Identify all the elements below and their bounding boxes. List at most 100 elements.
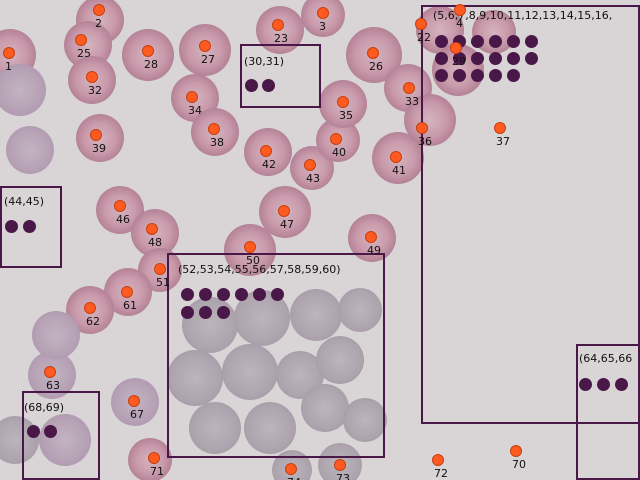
cluster-member-dot: [199, 288, 212, 301]
cluster-member-dot: [199, 306, 212, 319]
cluster-member-dot: [217, 306, 230, 319]
cell-marker: [93, 4, 105, 16]
cell-marker: [148, 452, 160, 464]
cluster-member-dot: [262, 79, 275, 92]
cluster-box-label: (52,53,54,55,56,57,58,59,60): [178, 263, 341, 276]
cell-marker-label: 3: [319, 20, 326, 33]
cell-marker-label: 23: [274, 32, 288, 45]
cluster-member-dot: [453, 69, 466, 82]
blood-cell: [244, 402, 296, 454]
cluster-member-dot: [615, 378, 628, 391]
cell-marker: [272, 19, 284, 31]
cluster-box: [240, 44, 321, 108]
cell-marker: [244, 241, 256, 253]
cell-marker: [304, 159, 316, 171]
cell-marker: [403, 82, 415, 94]
cell-marker: [278, 205, 290, 217]
cluster-member-dot: [44, 425, 57, 438]
blood-cell: [316, 336, 364, 384]
cell-marker-label: 25: [77, 47, 91, 60]
cluster-member-dot: [489, 52, 502, 65]
cell-marker-label: 34: [188, 104, 202, 117]
cell-marker: [86, 71, 98, 83]
cell-marker-label: 50: [246, 254, 260, 267]
cell-marker: [90, 129, 102, 141]
cell-marker-label: 36: [418, 135, 432, 148]
cluster-member-dot: [489, 35, 502, 48]
cell-marker-label: 2: [95, 17, 102, 30]
cluster-member-dot: [471, 69, 484, 82]
cell-marker: [390, 151, 402, 163]
cluster-member-dot: [471, 52, 484, 65]
cell-marker-label: 62: [86, 315, 100, 328]
cell-marker-label: 26: [369, 60, 383, 73]
cell-marker: [75, 34, 87, 46]
cell-marker: [337, 96, 349, 108]
cluster-member-dot: [245, 79, 258, 92]
cluster-member-dot: [217, 288, 230, 301]
cell-marker: [3, 47, 15, 59]
cluster-member-dot: [253, 288, 266, 301]
cluster-box-label: (44,45): [4, 195, 45, 208]
cell-marker-label: 74: [287, 477, 301, 480]
cell-marker: [454, 4, 466, 16]
cell-marker: [365, 231, 377, 243]
cell-marker-label: 39: [92, 142, 106, 155]
cell-marker-label: 63: [46, 379, 60, 392]
cell-marker: [510, 445, 522, 457]
cell-marker: [114, 200, 126, 212]
cell-marker-label: 42: [262, 158, 276, 171]
cell-marker-label: 37: [496, 135, 510, 148]
cell-marker: [154, 263, 166, 275]
cluster-member-dot: [525, 35, 538, 48]
cell-marker: [186, 91, 198, 103]
cell-marker-label: 43: [306, 172, 320, 185]
cluster-member-dot: [271, 288, 284, 301]
cluster-member-dot: [471, 35, 484, 48]
cell-marker: [367, 47, 379, 59]
cluster-box: [421, 5, 640, 424]
blood-cell: [6, 126, 54, 174]
blood-cell: [39, 414, 91, 466]
cell-marker-label: 4: [456, 17, 463, 30]
cell-marker-label: 1: [5, 60, 12, 73]
blood-cell: [0, 416, 39, 464]
cell-marker-label: 49: [367, 244, 381, 257]
cluster-member-dot: [507, 69, 520, 82]
cluster-box: [167, 253, 385, 458]
cell-marker-label: 72: [434, 467, 448, 480]
cell-marker-label: 51: [156, 276, 170, 289]
cluster-box-label: (5,6,7,8,9,10,11,12,13,14,15,16,: [433, 9, 613, 22]
cluster-member-dot: [435, 52, 448, 65]
cell-marker: [416, 122, 428, 134]
cell-marker-label: 47: [280, 218, 294, 231]
blood-cell: [301, 384, 349, 432]
cluster-box-label: (64,65,66: [579, 352, 633, 365]
cell-marker: [260, 145, 272, 157]
cluster-member-dot: [597, 378, 610, 391]
cluster-member-dot: [507, 52, 520, 65]
cell-marker: [330, 133, 342, 145]
cell-marker-label: 48: [148, 236, 162, 249]
cell-marker: [142, 45, 154, 57]
cluster-member-dot: [489, 69, 502, 82]
cell-marker-label: 46: [116, 213, 130, 226]
cluster-box-label: (30,31): [244, 55, 285, 68]
cell-marker-label: 67: [130, 408, 144, 421]
cell-marker: [432, 454, 444, 466]
cell-marker: [44, 366, 56, 378]
cell-marker: [317, 7, 329, 19]
cell-marker: [334, 459, 346, 471]
blood-cell: [290, 289, 342, 341]
cell-marker: [199, 40, 211, 52]
cluster-member-dot: [435, 69, 448, 82]
cell-marker-label: 35: [339, 109, 353, 122]
cluster-box: [22, 391, 100, 480]
blood-cell: [338, 288, 382, 332]
cluster-member-dot: [235, 288, 248, 301]
cluster-member-dot: [181, 306, 194, 319]
cell-marker-label: 22: [417, 31, 431, 44]
cell-marker: [121, 286, 133, 298]
cell-marker-label: 70: [512, 458, 526, 471]
